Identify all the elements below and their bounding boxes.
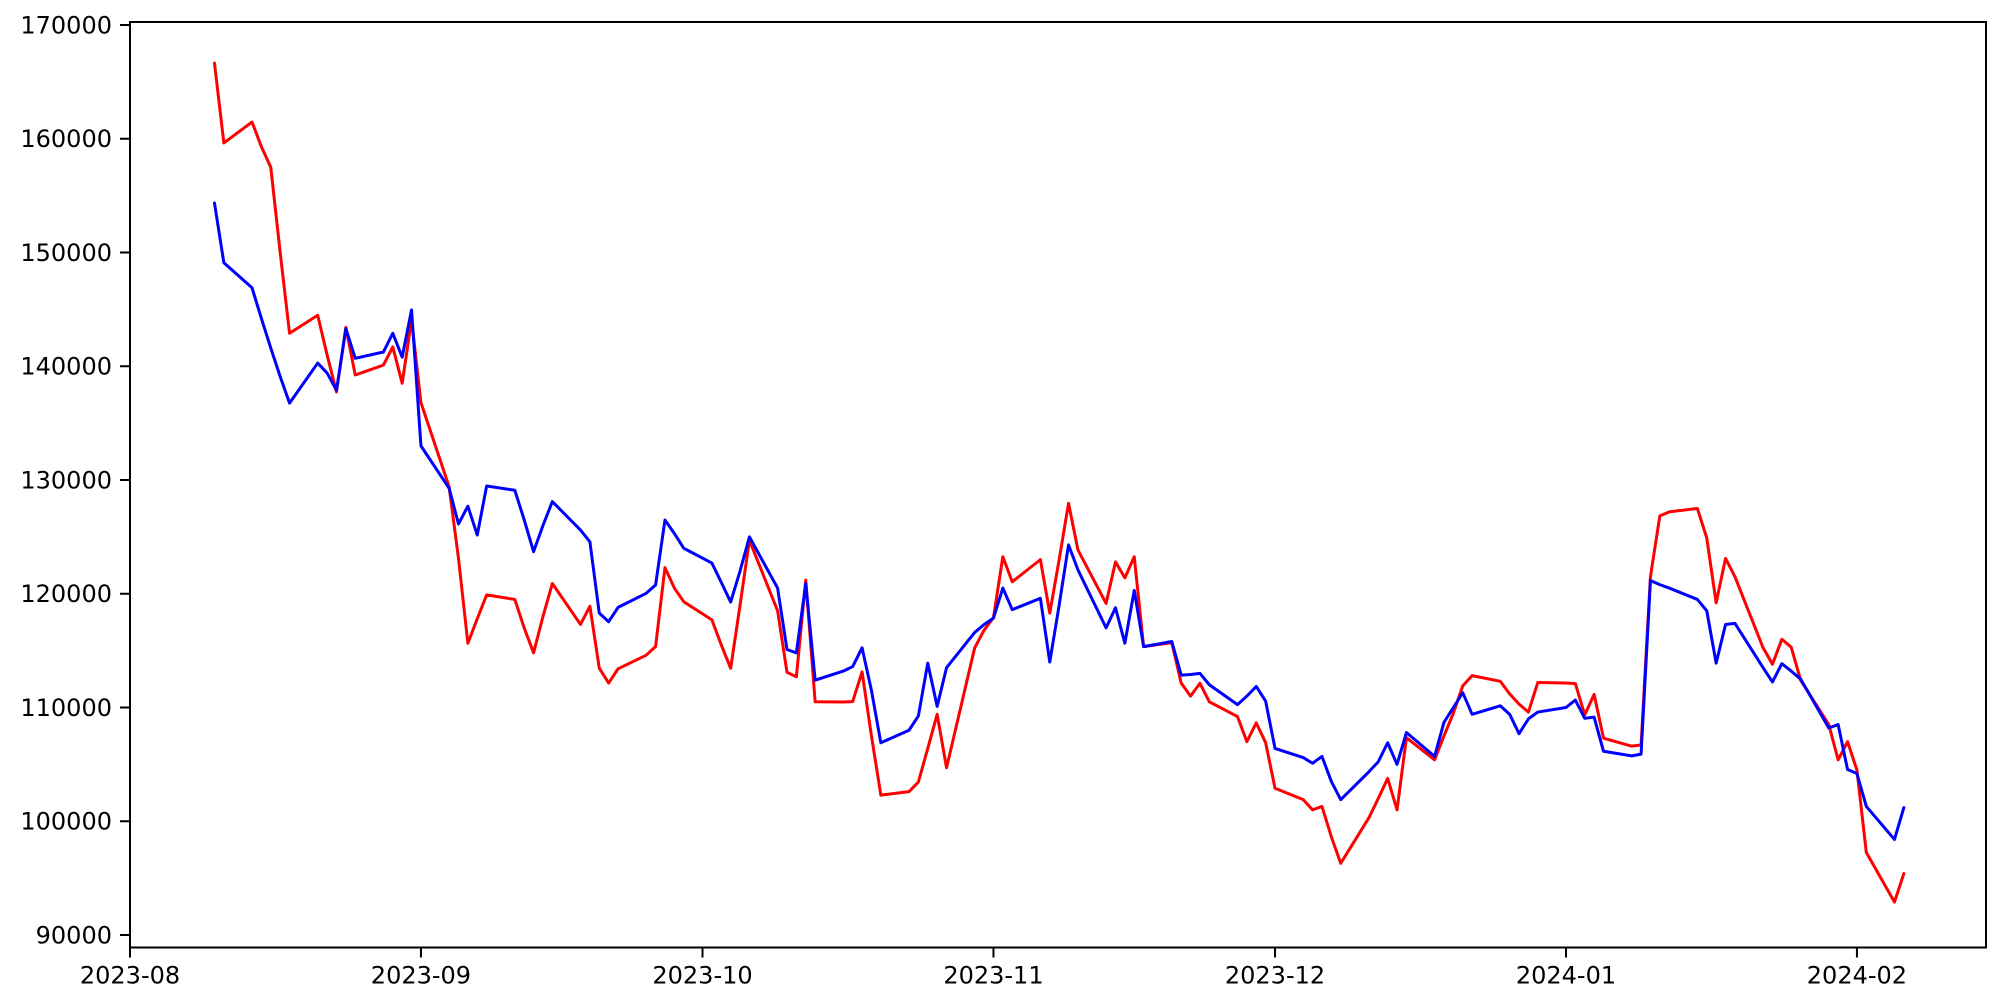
y-axis-ticks: 90000 100000 110000 120000 130000 140000 15000… xyxy=(20,11,130,949)
x-tick-label: 2023-10 xyxy=(652,962,752,990)
y-tick-label: 130000 xyxy=(20,466,112,494)
plot-border xyxy=(129,21,1987,949)
y-tick-label: 150000 xyxy=(20,239,112,267)
x-tick-label: 2024-01 xyxy=(1516,962,1616,990)
y-tick-label: 110000 xyxy=(20,694,112,722)
blue-line xyxy=(212,201,1906,841)
x-tick-label: 2023-08 xyxy=(80,962,180,990)
x-tick-label: 2023-09 xyxy=(371,962,471,990)
data-series xyxy=(212,61,1906,904)
y-tick-label: 160000 xyxy=(20,125,112,153)
y-tick-label: 170000 xyxy=(20,11,112,39)
x-axis-ticks: 2023-08 2023-09 2023-10 2023-11 2023-12 2024-… xyxy=(80,947,1907,990)
x-tick-label: 2024-02 xyxy=(1807,962,1907,990)
x-tick-label: 2023-12 xyxy=(1225,962,1325,990)
y-tick-label: 100000 xyxy=(20,808,112,836)
y-tick-label: 90000 xyxy=(36,921,112,949)
red-line xyxy=(212,61,1906,904)
y-tick-label: 120000 xyxy=(20,580,112,608)
x-tick-label: 2023-11 xyxy=(943,962,1043,990)
y-tick-label: 140000 xyxy=(20,353,112,381)
